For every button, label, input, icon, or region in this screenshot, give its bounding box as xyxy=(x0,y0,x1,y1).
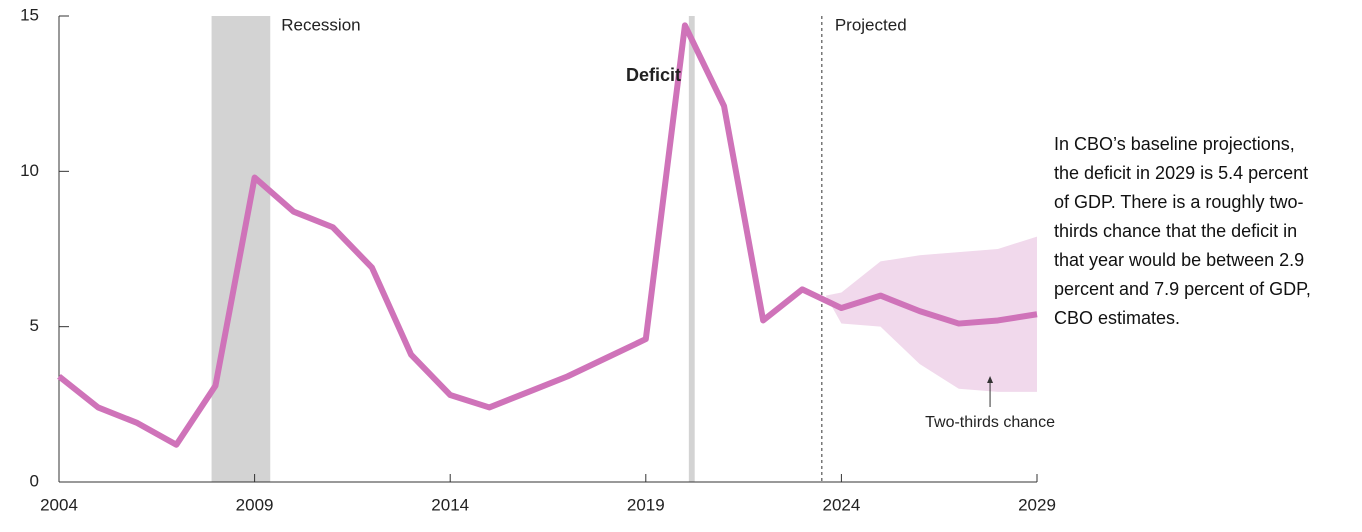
recession-label: Recession xyxy=(281,15,360,34)
deficit-line xyxy=(57,22,1038,448)
band-arrowhead xyxy=(987,376,994,383)
y-tick-label: 10 xyxy=(20,161,39,180)
band-label: Two-thirds chance xyxy=(925,414,1055,431)
projection-label: Projected xyxy=(835,15,907,34)
x-tick-label: 2004 xyxy=(40,495,78,514)
series-label: Deficit xyxy=(626,65,681,85)
y-tick-label: 0 xyxy=(30,471,39,490)
x-tick-label: 2014 xyxy=(431,495,469,514)
x-tick-label: 2024 xyxy=(822,495,860,514)
x-tick-label: 2019 xyxy=(627,495,665,514)
x-tick-label: 2009 xyxy=(236,495,274,514)
x-tick-label: 2029 xyxy=(1018,495,1056,514)
annotation: In CBO’s baseline projections, the defic… xyxy=(1054,134,1311,328)
y-tick-label: 5 xyxy=(30,316,39,335)
y-tick-label: 15 xyxy=(20,5,39,24)
recession-shade xyxy=(688,16,695,482)
